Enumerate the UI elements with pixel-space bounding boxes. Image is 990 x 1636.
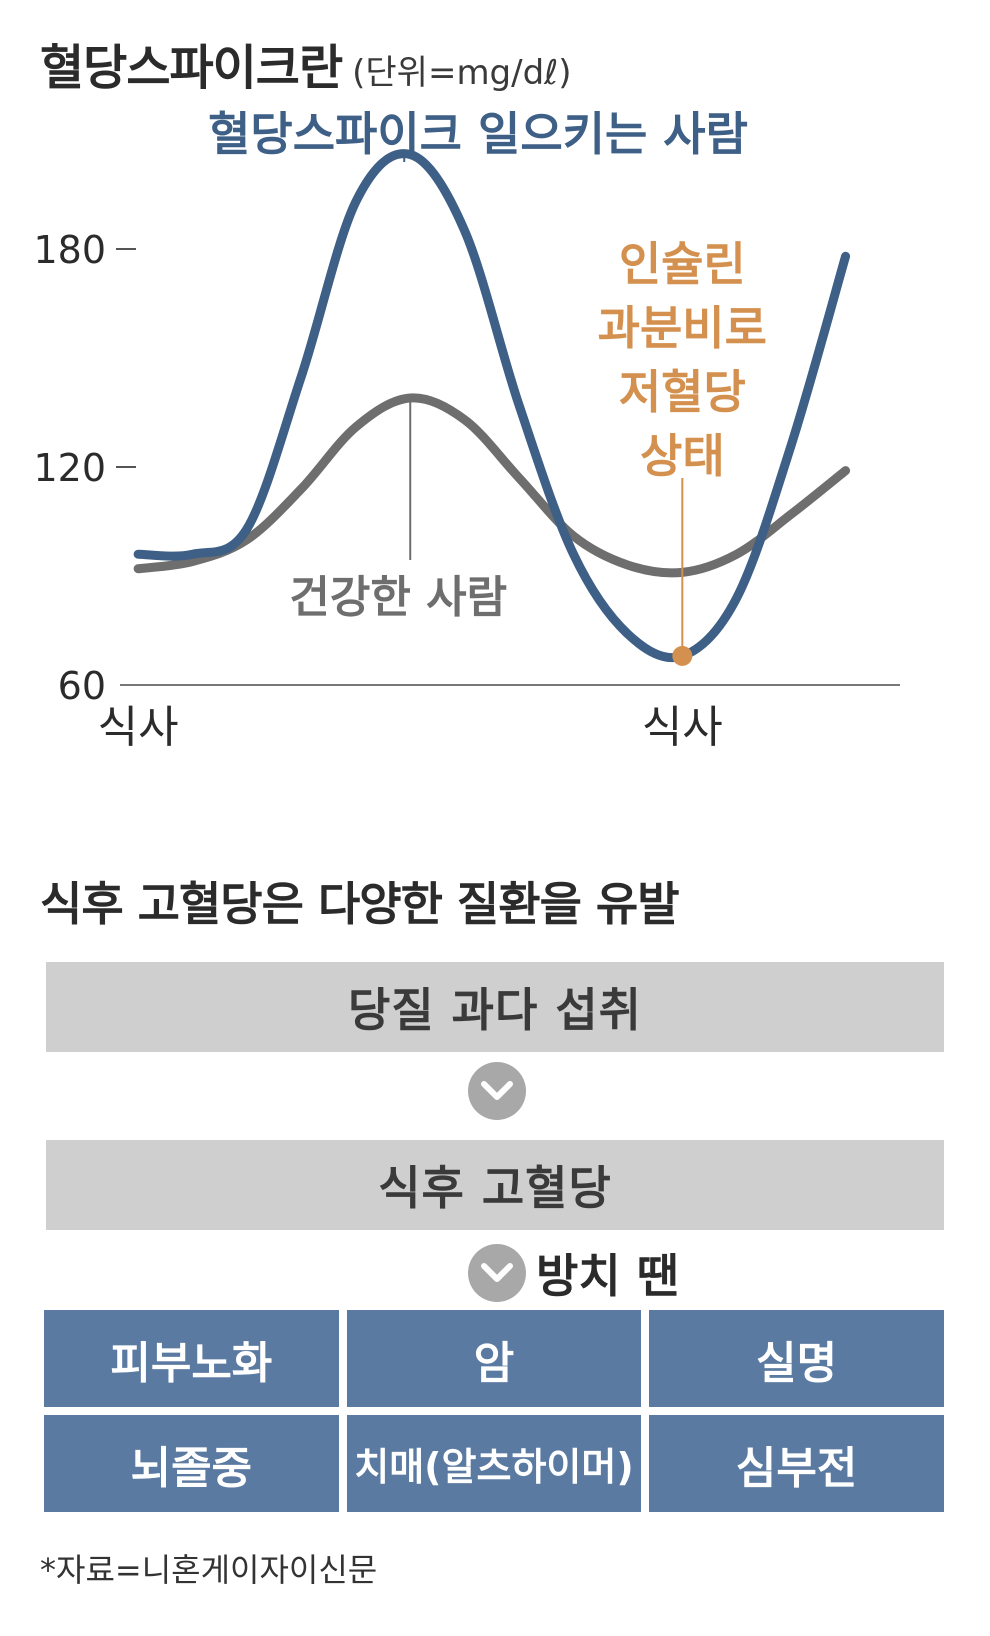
healthy-series-label: 건강한 사람: [289, 572, 507, 623]
chevron-down-icon: [468, 1062, 526, 1120]
annotation-text-line: 저혈당: [619, 365, 746, 419]
step-post-meal-hyperglycemia: 식후 고혈당: [46, 1140, 944, 1230]
neglect-label: 방치 땐: [536, 1249, 679, 1303]
annotation-text-line: 상태: [640, 429, 725, 483]
disease-cell: 치매(알츠하이머): [346, 1415, 642, 1512]
annotation-dot: [672, 645, 693, 666]
chart-title-wrap: 혈당스파이크란 (단위=mg/dℓ): [40, 28, 572, 98]
chevron-down-icon: [468, 1244, 526, 1302]
x-tick-label: 식사: [642, 702, 723, 753]
disease-cell: 심부전: [649, 1415, 944, 1512]
annotation-text-line: 인슐린: [619, 237, 746, 291]
step-sugar-intake: 당질 과다 섭취: [46, 962, 944, 1052]
spike-series-label: 혈당스파이크 일으키는 사람: [208, 107, 748, 161]
y-tick-label: 120: [33, 446, 106, 490]
disease-grid: 피부노화 암 실명 뇌졸중 치매(알츠하이머) 심부전: [44, 1310, 944, 1512]
y-tick-label: 180: [33, 228, 106, 272]
disease-cell: 암: [346, 1310, 642, 1407]
source-note: *자료=니혼게이자이신문: [40, 1551, 378, 1589]
disease-cell: 피부노화: [44, 1310, 339, 1407]
disease-cell: 실명: [649, 1310, 944, 1407]
chart-title: 혈당스파이크란: [40, 40, 343, 96]
x-tick-label: 식사: [98, 702, 179, 753]
chart-unit: (단위=mg/dℓ): [352, 53, 572, 93]
spike-series-line: [133, 149, 851, 663]
y-tick-label: 60: [58, 664, 106, 708]
flow-title: 식후 고혈당은 다양한 질환을 유발: [40, 877, 680, 931]
annotation-text-line: 과분비로: [598, 301, 767, 355]
healthy-series-line: [133, 393, 851, 578]
disease-cell: 뇌졸중: [44, 1415, 339, 1512]
